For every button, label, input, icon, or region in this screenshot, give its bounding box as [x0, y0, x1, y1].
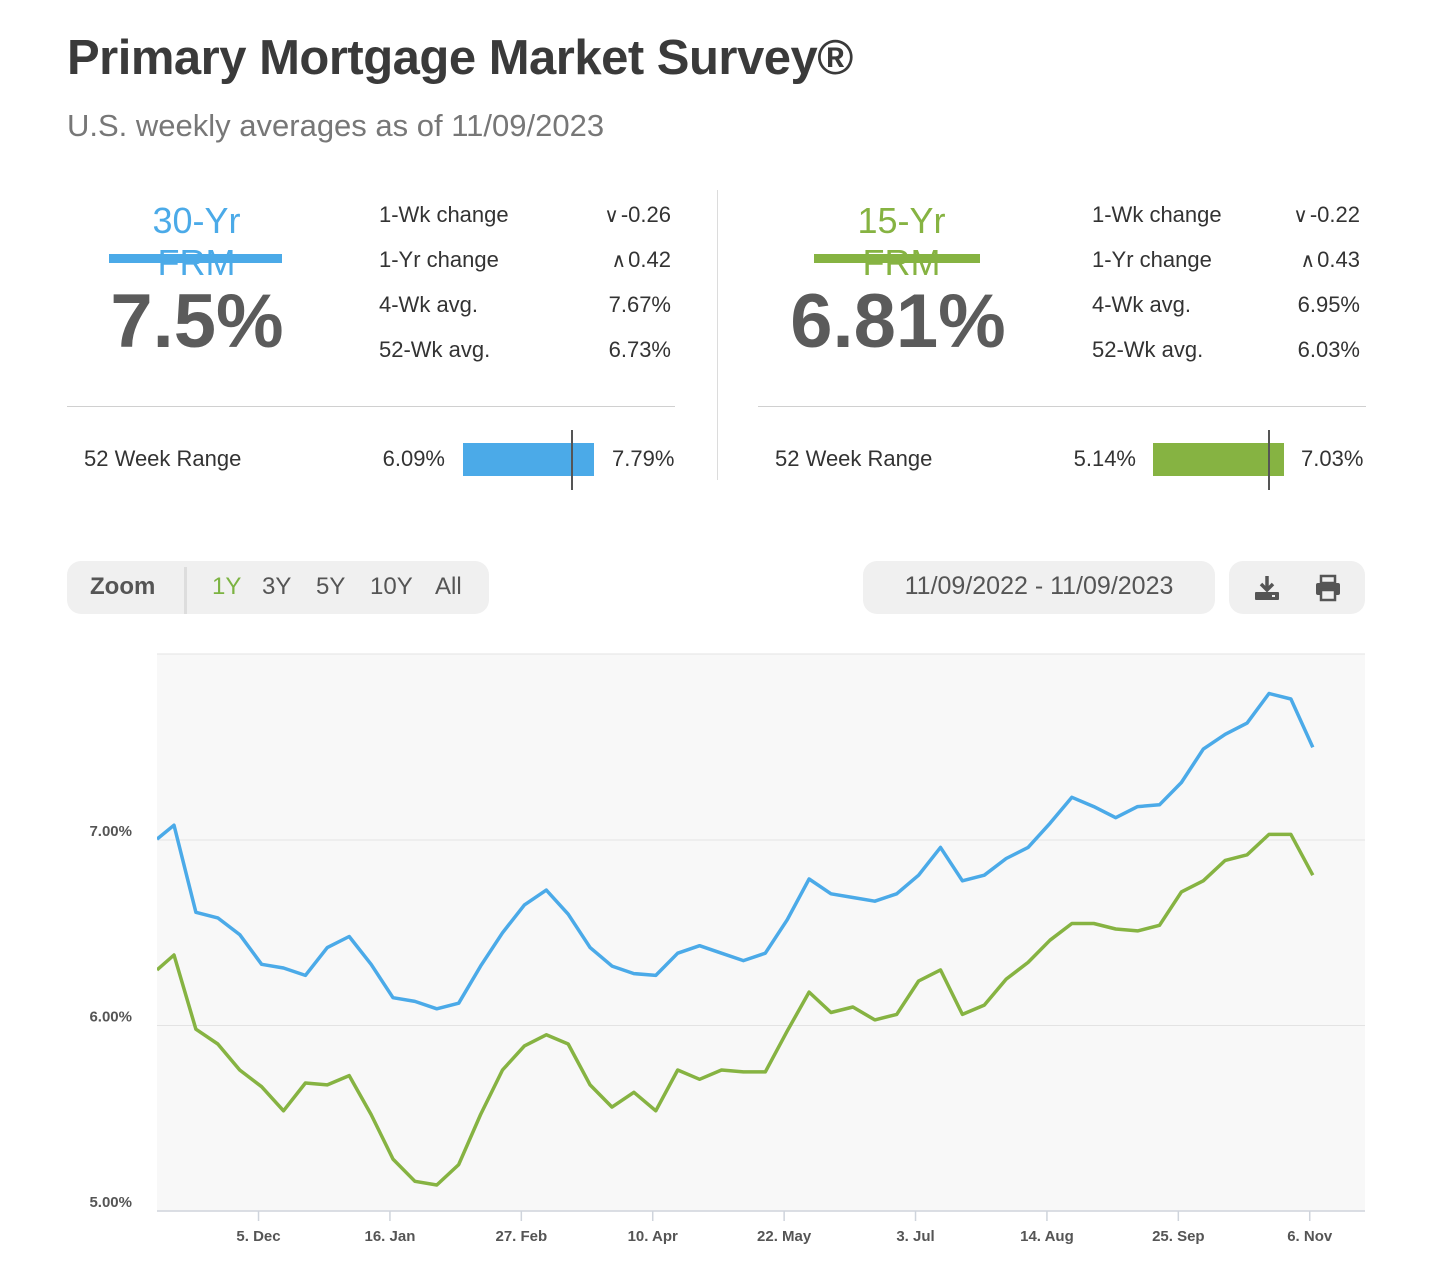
stat-label: 1-Wk change [379, 202, 509, 227]
stat-value: 6.03% [1297, 337, 1360, 362]
x-tick-label: 25. Sep [1152, 1228, 1205, 1245]
frm15-series-line [157, 832, 1315, 1187]
frm30-stats: 1-Wk change ∨-0.26 1-Yr change ∧0.42 4-W… [379, 198, 671, 378]
x-tick-label: 10. Apr [628, 1228, 678, 1245]
stat-label: 4-Wk avg. [1092, 292, 1192, 317]
frm15-stat-52wk-avg: 52-Wk avg. 6.03% [1092, 333, 1360, 378]
frm15-stats: 1-Wk change ∨-0.22 1-Yr change ∧0.43 4-W… [1092, 198, 1360, 378]
stat-value: ∧0.43 [1300, 247, 1360, 272]
stat-value: 7.67% [608, 292, 671, 317]
range-label: 52 Week Range [84, 446, 242, 471]
x-tick-label: 5. Dec [236, 1228, 280, 1245]
frm15-stat-yr-change: 1-Yr change ∧0.43 [1092, 243, 1360, 288]
zoom-5y-button[interactable]: 5Y [316, 573, 346, 600]
frm15-rate: 6.81% [790, 279, 1006, 364]
range-current-marker [1267, 430, 1270, 490]
stat-label: 52-Wk avg. [1092, 337, 1204, 362]
page-title: Primary Mortgage Market Survey® [67, 31, 853, 85]
x-tick-label: 6. Nov [1287, 1228, 1333, 1245]
plot-background [157, 654, 1365, 1211]
frm30-color-bar [109, 254, 282, 263]
frm15-panel: 15-Yr FRM 6.81% 1-Wk change ∨-0.22 1-Yr … [758, 190, 1368, 490]
chart-tools [1229, 561, 1365, 614]
divider [758, 406, 1366, 407]
x-tick-label: 14. Aug [1020, 1228, 1074, 1245]
range-min: 6.09% [382, 446, 445, 471]
range-max: 7.79% [612, 446, 675, 471]
range-min: 5.14% [1073, 446, 1136, 471]
panel-divider [717, 190, 718, 480]
frm15-stat-4wk-avg: 4-Wk avg. 6.95% [1092, 288, 1360, 333]
zoom-separator [184, 567, 187, 614]
frm30-rate: 7.5% [110, 279, 284, 364]
stat-value: ∧0.42 [611, 247, 671, 272]
y-tick-label: 7.00% [89, 823, 132, 840]
stat-value: 6.95% [1297, 292, 1360, 317]
print-icon[interactable] [1313, 573, 1343, 603]
zoom-all-button[interactable]: All [435, 573, 462, 600]
range-bar [1153, 443, 1284, 476]
stat-label: 4-Wk avg. [379, 292, 479, 317]
download-icon[interactable] [1252, 573, 1282, 603]
range-max: 7.03% [1301, 446, 1364, 471]
y-tick-label: 6.00% [89, 1009, 132, 1026]
stat-label: 1-Yr change [1092, 247, 1212, 272]
frm30-series-line [157, 691, 1315, 1011]
range-label: 52 Week Range [775, 446, 933, 471]
x-tick-label: 22. May [757, 1228, 812, 1245]
frm30-stat-4wk-avg: 4-Wk avg. 7.67% [379, 288, 671, 333]
x-tick-label: 3. Jul [896, 1228, 934, 1245]
zoom-10y-button[interactable]: 10Y [370, 573, 413, 600]
stat-value: 6.73% [608, 337, 671, 362]
stat-label: 1-Yr change [379, 247, 499, 272]
frm15-stat-wk-change: 1-Wk change ∨-0.22 [1092, 198, 1360, 243]
frm30-stat-yr-change: 1-Yr change ∧0.42 [379, 243, 671, 288]
zoom-label: Zoom [90, 573, 156, 600]
range-current-marker [570, 430, 573, 490]
divider [67, 406, 675, 407]
stat-value: ∨-0.26 [604, 202, 671, 227]
x-tick-label: 16. Jan [364, 1228, 415, 1245]
up-caret-icon: ∧ [611, 250, 627, 272]
x-tick-label: 27. Feb [495, 1228, 547, 1245]
frm15-color-bar [814, 254, 980, 263]
down-caret-icon: ∨ [604, 205, 619, 227]
date-range-box[interactable]: 11/09/2022 - 11/09/2023 [863, 561, 1215, 614]
zoom-control: Zoom 1Y 3Y 5Y 10Y All [67, 561, 489, 614]
page-subtitle: U.S. weekly averages as of 11/09/2023 [67, 108, 605, 143]
down-caret-icon: ∨ [1293, 205, 1308, 227]
zoom-3y-button[interactable]: 3Y [262, 573, 292, 600]
frm30-stat-wk-change: 1-Wk change ∨-0.26 [379, 198, 671, 243]
frm30-panel: 30-Yr FRM 7.5% 1-Wk change ∨-0.26 1-Yr c… [67, 190, 677, 490]
up-caret-icon: ∧ [1300, 250, 1316, 272]
stat-value: ∨-0.22 [1293, 202, 1360, 227]
zoom-1y-button[interactable]: 1Y [212, 573, 242, 600]
stat-label: 52-Wk avg. [379, 337, 491, 362]
frm30-stat-52wk-avg: 52-Wk avg. 6.73% [379, 333, 671, 378]
y-tick-label: 5.00% [89, 1194, 132, 1211]
stat-label: 1-Wk change [1092, 202, 1222, 227]
date-range-text: 11/09/2022 - 11/09/2023 [904, 572, 1174, 600]
